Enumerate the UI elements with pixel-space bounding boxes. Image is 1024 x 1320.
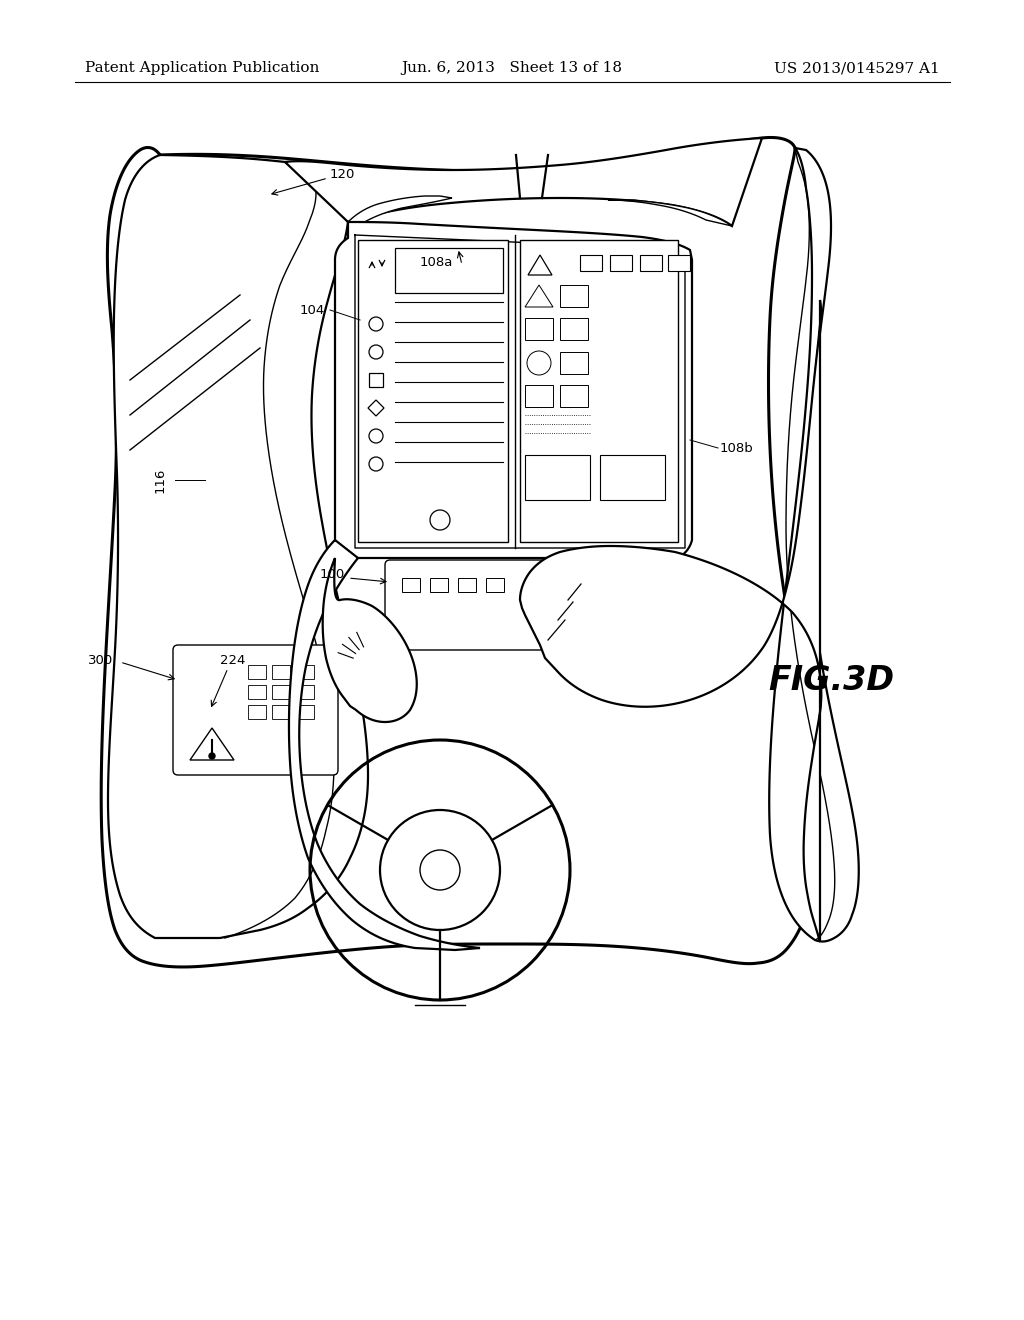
Bar [640,255,662,271]
Bar [486,578,504,591]
Text: 116: 116 [154,467,167,492]
Bar [560,385,588,407]
Text: 224: 224 [220,653,246,667]
Bar [296,685,314,700]
Bar [272,705,290,719]
Bar [296,665,314,678]
Polygon shape [348,195,452,226]
Bar [560,285,588,308]
Bar [296,705,314,719]
Bar [248,705,266,719]
Text: 104: 104 [300,304,325,317]
Bar [248,665,266,678]
FancyBboxPatch shape [173,645,338,775]
Polygon shape [101,137,819,968]
Bar [272,685,290,700]
Bar [600,455,665,500]
Bar [369,374,383,387]
Text: 120: 120 [330,169,355,181]
Text: 108b: 108b [720,441,754,454]
Polygon shape [520,300,821,942]
Text: US 2013/0145297 A1: US 2013/0145297 A1 [774,61,940,75]
Text: FIG.3D: FIG.3D [768,664,894,697]
Text: 108a: 108a [420,256,454,268]
Bar [358,240,508,543]
Polygon shape [608,201,732,226]
Bar [580,255,602,271]
Polygon shape [285,139,762,226]
Polygon shape [108,154,368,939]
Polygon shape [289,540,480,950]
Bar [395,248,503,293]
Circle shape [209,752,215,759]
Bar [668,255,690,271]
Text: Jun. 6, 2013   Sheet 13 of 18: Jun. 6, 2013 Sheet 13 of 18 [401,61,623,75]
Bar [520,240,678,543]
Bar [560,352,588,374]
Bar [560,318,588,341]
Polygon shape [190,729,234,760]
FancyBboxPatch shape [385,560,555,649]
Text: Patent Application Publication: Patent Application Publication [85,61,319,75]
Bar [525,455,590,500]
Bar [525,318,553,341]
Polygon shape [323,558,417,722]
Polygon shape [525,285,553,308]
Text: 300: 300 [88,653,114,667]
Bar [402,578,420,591]
Polygon shape [769,148,859,941]
Polygon shape [368,400,384,416]
Bar [458,578,476,591]
Bar [610,255,632,271]
Polygon shape [528,255,552,275]
Bar [430,578,449,591]
Bar [248,685,266,700]
Bar [272,665,290,678]
Text: 100: 100 [319,569,345,582]
Bar [525,385,553,407]
Polygon shape [335,222,692,558]
